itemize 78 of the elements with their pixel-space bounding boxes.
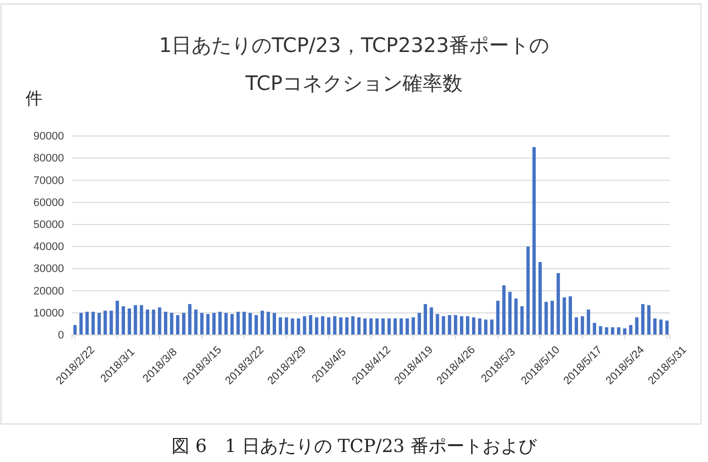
bar (200, 312, 204, 335)
bar (412, 317, 415, 335)
bar (188, 304, 192, 335)
bar (532, 147, 536, 335)
bar (550, 300, 554, 335)
bar (394, 318, 397, 335)
y-tick-label: 70000 (33, 174, 64, 187)
y-tick-label: 50000 (33, 218, 64, 231)
bar (128, 308, 132, 335)
bar (206, 314, 210, 335)
bar (314, 317, 318, 335)
bar (236, 312, 240, 335)
y-tick-label: 0 (58, 330, 64, 342)
y-tick-label: 30000 (33, 263, 64, 276)
bar (490, 320, 494, 335)
bar (616, 327, 620, 335)
bar (260, 310, 264, 335)
bar (568, 296, 572, 335)
bar (478, 318, 482, 335)
bar (623, 328, 626, 335)
bar (122, 306, 126, 335)
bar (272, 312, 276, 335)
bar (647, 305, 651, 335)
y-tick-label: 90000 (33, 130, 64, 143)
bar (400, 318, 403, 335)
bar (496, 300, 500, 335)
bar (484, 320, 488, 335)
bar (104, 310, 107, 335)
bar (321, 316, 324, 335)
bar (176, 315, 180, 335)
bar (116, 300, 119, 335)
bar (254, 315, 258, 335)
bar (635, 317, 638, 335)
bar (164, 312, 168, 335)
bar (610, 327, 614, 335)
bar (170, 312, 174, 335)
chart-title: 1日あたりのTCP/23，TCP2323番ポートの TCPコネクション確率数 (159, 33, 549, 95)
bar (629, 325, 632, 335)
bar (502, 285, 506, 335)
bar (387, 318, 391, 335)
bar (110, 310, 113, 335)
bar (98, 312, 101, 335)
bar (242, 312, 246, 335)
bar (266, 312, 270, 335)
bar (641, 304, 644, 335)
bar (460, 316, 464, 335)
bar (556, 273, 560, 335)
y-tick-label: 60000 (33, 196, 64, 209)
bar (308, 315, 312, 335)
y-tick-label: 80000 (33, 152, 64, 165)
y-tick-label: 40000 (33, 241, 64, 254)
bar (526, 246, 530, 335)
bar (544, 302, 548, 335)
bar (562, 297, 566, 335)
bar (278, 317, 282, 335)
bar (345, 317, 348, 335)
bar (351, 316, 355, 335)
bar (406, 318, 409, 335)
y-tick-label: 10000 (33, 307, 64, 320)
caption: 図 6 1 日あたりの TCP/23 番ポートおよび (172, 436, 538, 457)
bar (466, 316, 470, 335)
bar (538, 262, 542, 335)
bar (248, 312, 252, 335)
bar (339, 317, 342, 335)
bar (91, 312, 95, 335)
bar (472, 317, 476, 335)
bar (333, 316, 336, 335)
y-tick-label: 20000 (33, 285, 64, 298)
bar (418, 312, 421, 335)
bar (430, 307, 434, 335)
y-axis-title: 件 (26, 89, 42, 109)
bar (182, 312, 186, 335)
bar (424, 304, 428, 335)
bar (327, 317, 330, 335)
bar (653, 318, 657, 335)
bar (194, 310, 198, 335)
bar (85, 312, 89, 335)
bar (574, 317, 578, 335)
